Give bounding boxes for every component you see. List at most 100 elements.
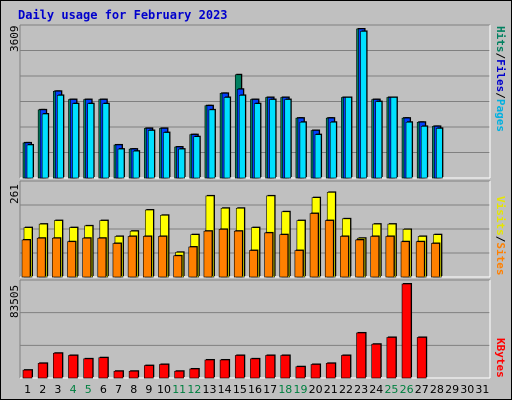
bar-kbytes-day-23	[356, 332, 366, 379]
bar-pages-day-15	[238, 95, 246, 179]
bar-sites-day-2	[36, 237, 46, 278]
day-label-15: 15	[233, 383, 247, 396]
bar-pages-day-6	[102, 103, 110, 179]
day-label-26: 26	[400, 383, 414, 396]
bar-pages-day-11	[178, 148, 185, 179]
bar-kbytes-day-3	[53, 352, 63, 379]
bar-sites-day-22	[340, 236, 349, 278]
bar-sites-day-12	[188, 246, 198, 278]
bar-pages-day-10	[163, 132, 170, 179]
bar-sites-day-15	[233, 230, 243, 278]
day-label-13: 13	[203, 383, 217, 396]
bar-sites-day-18	[279, 234, 289, 278]
day-label-1: 1	[24, 383, 31, 396]
bar-sites-day-17	[264, 232, 273, 278]
bar-pages-day-24	[375, 101, 383, 179]
day-label-21: 21	[324, 383, 338, 396]
bar-kbytes-day-26	[401, 283, 412, 379]
bar-kbytes-day-14	[219, 359, 230, 379]
bar-kbytes-day-13	[204, 359, 215, 379]
bar-sites-day-26	[400, 241, 410, 278]
day-label-6: 6	[100, 383, 107, 396]
bar-pages-day-3	[57, 95, 64, 179]
bar-sites-day-4	[67, 241, 76, 278]
bar-kbytes-day-15	[234, 355, 245, 379]
bar-kbytes-day-8	[128, 370, 139, 379]
bar-sites-day-9	[142, 236, 152, 278]
day-label-20: 20	[309, 383, 323, 396]
bar-pages-day-18	[284, 99, 292, 179]
bar-pages-day-23	[360, 31, 367, 179]
bar-pages-day-27	[420, 126, 428, 179]
bar-kbytes-day-12	[189, 368, 200, 379]
day-label-9: 9	[145, 383, 152, 396]
day-label-10: 10	[157, 383, 171, 396]
bar-sites-day-20	[309, 213, 319, 278]
bar-pages-day-14	[223, 97, 231, 179]
bar-pages-day-17	[269, 99, 276, 179]
bar-sites-day-24	[370, 236, 380, 278]
chart-title: Daily usage for February 2023	[18, 8, 228, 22]
bar-kbytes-day-21	[325, 363, 336, 379]
bar-pages-day-5	[87, 103, 94, 179]
day-label-4: 4	[70, 383, 77, 396]
day-label-23: 23	[354, 383, 368, 396]
bar-pages-day-9	[147, 130, 155, 179]
bar-sites-day-16	[249, 250, 258, 278]
bar-kbytes-day-17	[265, 355, 275, 379]
day-label-2: 2	[39, 383, 46, 396]
bar-sites-day-28	[431, 243, 440, 278]
bar-pages-day-22	[345, 97, 352, 179]
bar-sites-day-27	[415, 241, 425, 278]
day-label-18: 18	[278, 383, 292, 396]
bar-kbytes-day-6	[98, 357, 109, 379]
bar-pages-day-16	[254, 103, 261, 179]
bar-kbytes-day-16	[250, 358, 260, 379]
bar-pages-day-28	[436, 128, 443, 179]
bar-kbytes-day-9	[143, 365, 154, 379]
bar-sites-day-6	[97, 237, 107, 278]
bar-kbytes-day-22	[341, 355, 351, 379]
day-label-30: 30	[460, 383, 474, 396]
bar-kbytes-day-5	[83, 358, 93, 379]
day-label-7: 7	[115, 383, 122, 396]
bar-kbytes-day-27	[416, 337, 427, 379]
bar-pages-day-25	[390, 97, 398, 179]
day-label-22: 22	[339, 383, 353, 396]
day-label-27: 27	[415, 383, 429, 396]
bar-sites-day-13	[203, 230, 213, 278]
bar-pages-day-4	[72, 103, 79, 179]
bar-pages-day-8	[132, 150, 140, 179]
bar-sites-day-23	[355, 239, 364, 278]
bar-kbytes-day-24	[371, 343, 382, 379]
bar-kbytes-day-1	[22, 369, 33, 379]
bar-kbytes-day-18	[280, 355, 291, 379]
bar-pages-day-20	[314, 134, 322, 179]
bar-sites-day-5	[82, 237, 91, 278]
bar-sites-day-11	[173, 255, 182, 278]
day-label-14: 14	[218, 383, 232, 396]
bar-sites-day-8	[127, 236, 137, 278]
bar-kbytes-day-2	[37, 363, 48, 379]
bar-sites-day-1	[21, 239, 31, 278]
bar-sites-day-25	[385, 236, 395, 278]
day-label-8: 8	[130, 383, 137, 396]
bar-sites-day-19	[294, 250, 304, 278]
bar-kbytes-day-4	[68, 355, 78, 379]
day-label-31: 31	[475, 383, 489, 396]
day-label-28: 28	[430, 383, 444, 396]
bar-kbytes-day-19	[295, 366, 306, 379]
bar-pages-day-12	[193, 136, 201, 179]
bar-kbytes-day-10	[159, 364, 169, 379]
bar-pages-day-7	[117, 148, 125, 179]
day-label-29: 29	[445, 383, 459, 396]
bar-pages-day-1	[26, 144, 34, 179]
bar-pages-day-19	[299, 121, 307, 179]
bar-sites-day-10	[158, 236, 167, 278]
bar-pages-day-2	[41, 113, 49, 179]
bar-pages-day-21	[329, 121, 337, 179]
day-label-16: 16	[248, 383, 262, 396]
day-label-17: 17	[263, 383, 277, 396]
bar-pages-day-13	[208, 109, 216, 179]
